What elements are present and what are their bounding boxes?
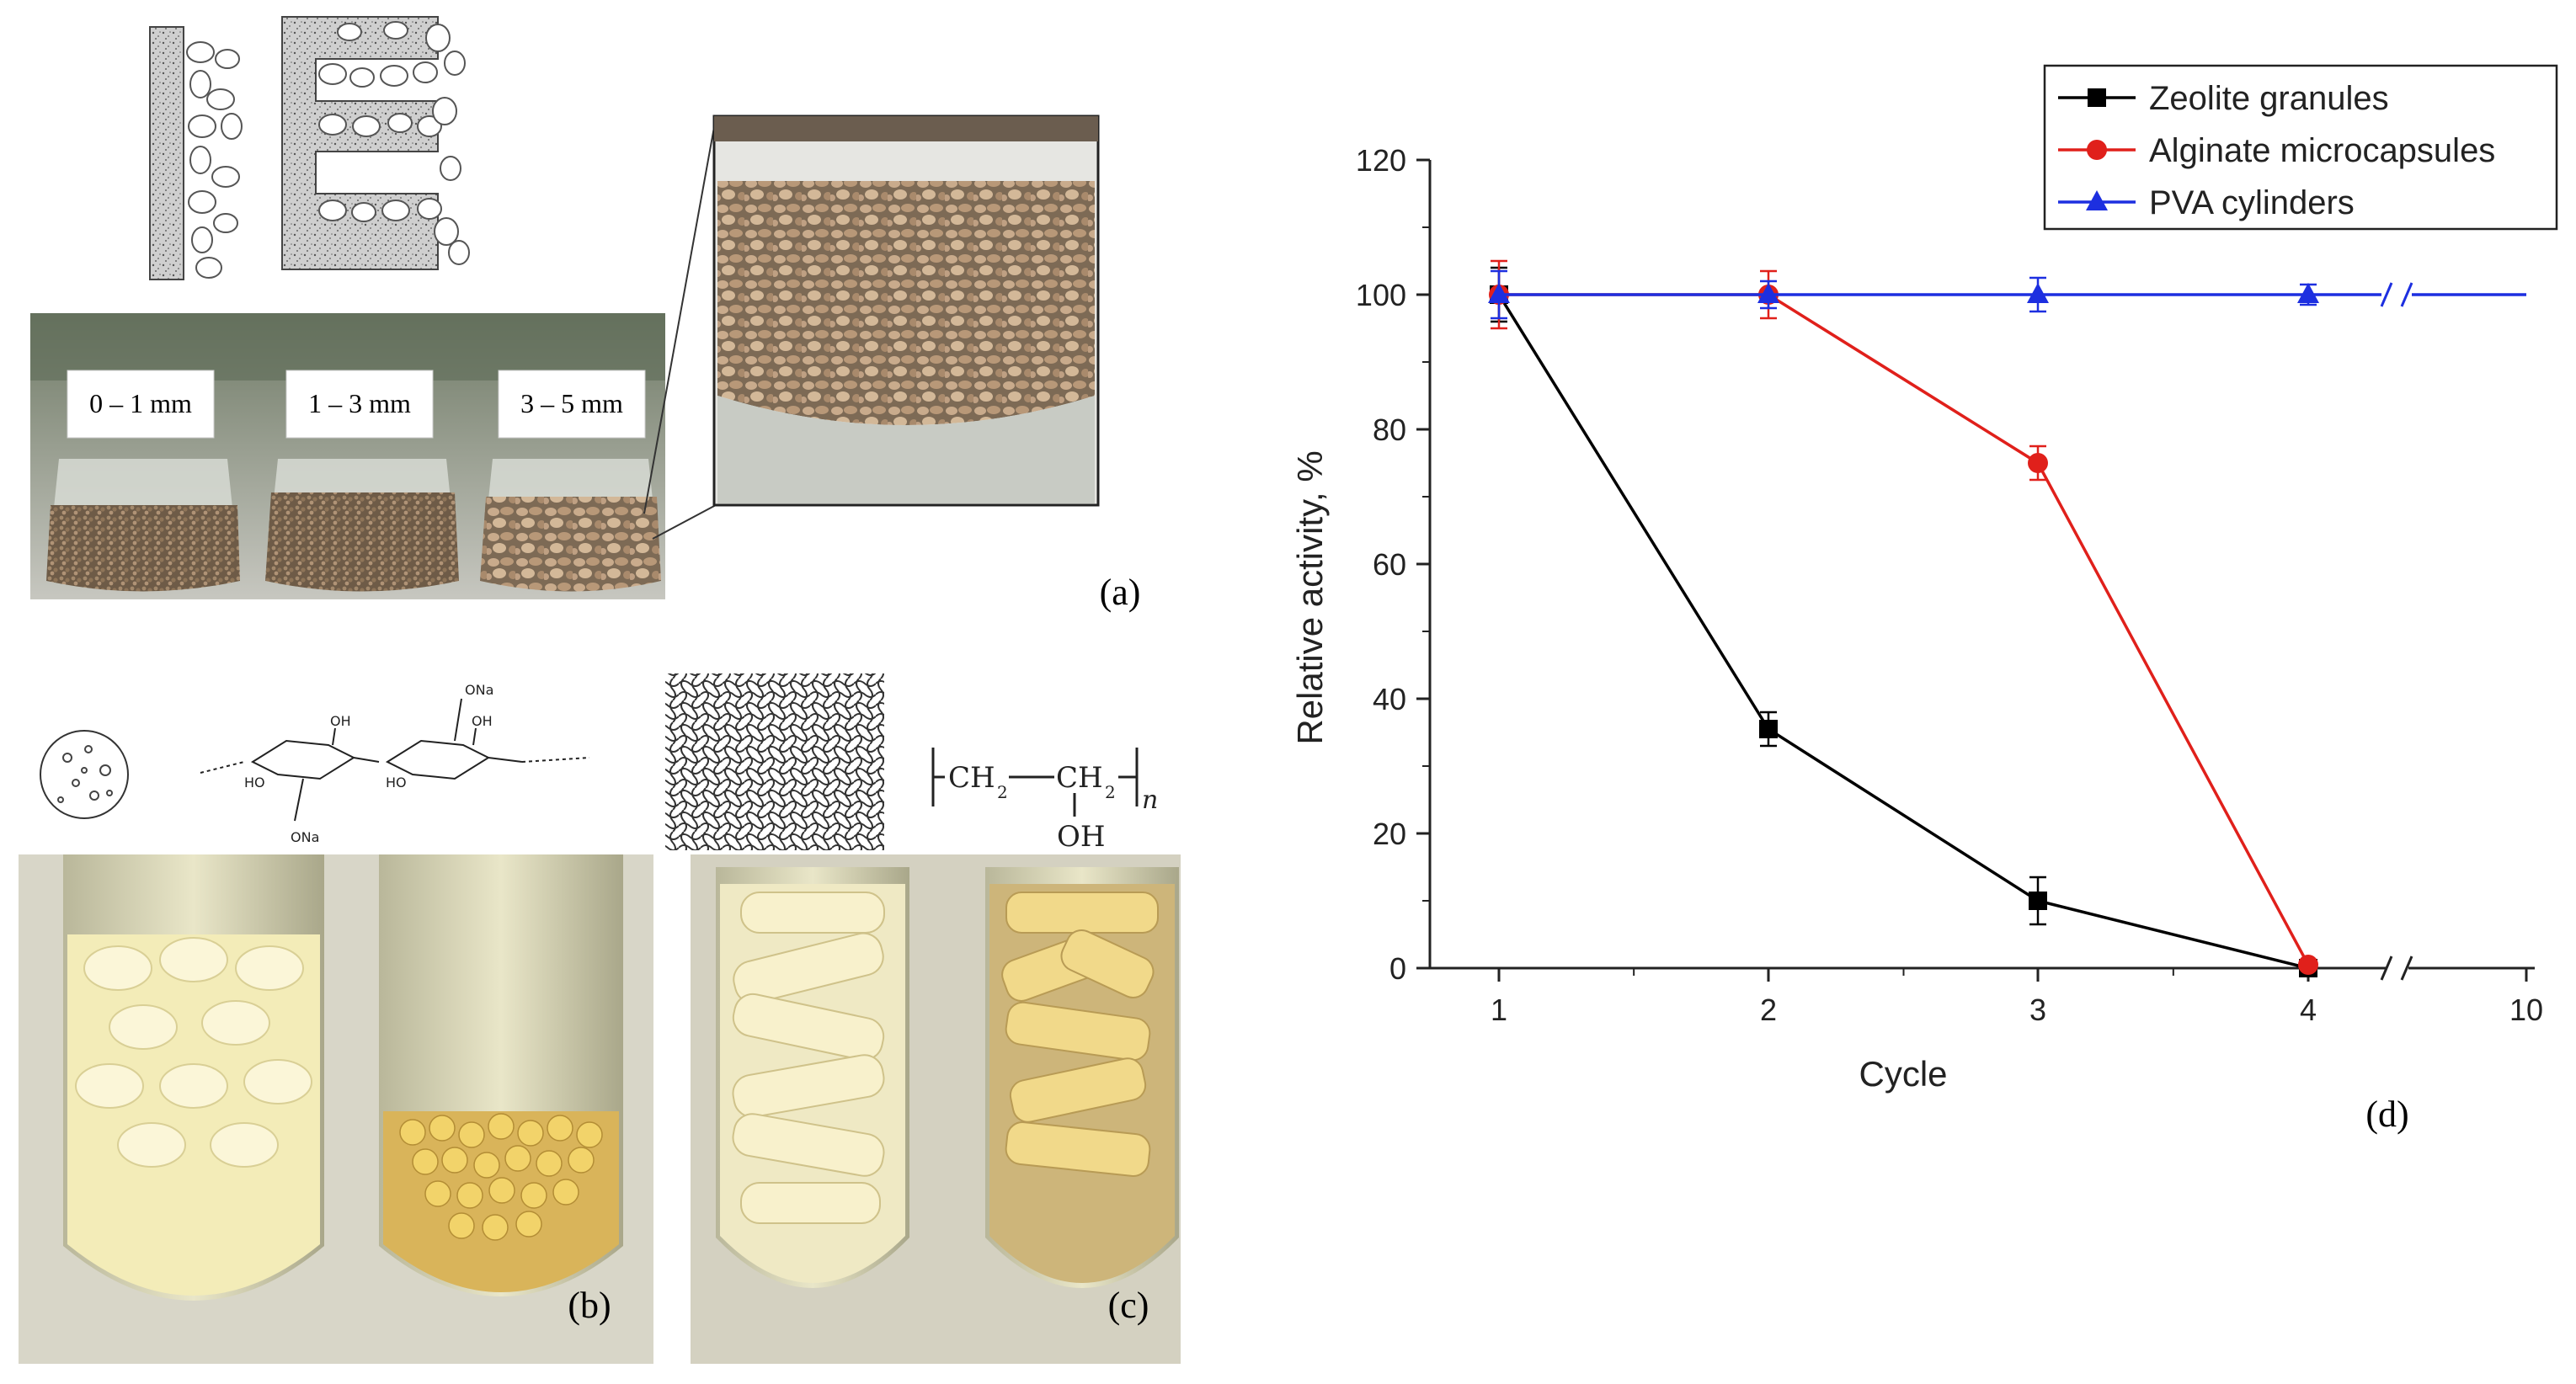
alginate-tubes-photo [19,854,653,1364]
pva-structure: CH 2 CH 2 n OH [931,748,1158,854]
pva-ch-1: CH [948,761,995,795]
panel-d-chart: 0 20 40 60 80 100 120 1 2 3 4 10 Zeolite granules Al… [1290,64,2558,1094]
data-point-circle [2087,140,2107,160]
data-point-square [2029,892,2047,910]
alginate-structure [200,698,590,822]
chart-legend: Zeolite granules Alginate microcapsules PV… [2043,64,2558,231]
size-label-1: 0 – 1 mm [89,388,192,418]
legend-entry: Alginate microcapsules [2149,132,2495,169]
chart-axes: 0 20 40 60 80 100 120 1 2 3 4 10 [1356,143,2543,1027]
chart-series [1488,259,2526,977]
pva-n: n [1142,785,1158,815]
legend-entry: Zeolite granules [2149,80,2389,117]
series-break-mark [2380,282,2393,307]
alginate-label-ho-1: HO [244,775,265,790]
flasks-photo: 0 – 1 mm 1 – 3 mm 3 – 5 mm [30,313,665,599]
x-tick-label: 3 [2029,993,2046,1027]
y-tick-label: 20 [1373,817,1406,851]
pva-sub-2: 2 [1105,782,1116,802]
series-break-mark [2400,282,2413,307]
microcapsule-schematic [40,730,129,819]
y-tick-label: 0 [1389,951,1406,986]
data-point-circle [2298,955,2318,975]
panel-label-a: (a) [1100,572,1141,613]
pva-hydrogel-schematic [665,673,884,850]
carrier-schematic [149,16,470,280]
data-point-square [1759,720,1778,738]
granules-closeup-photo [712,114,1100,507]
pva-sub-1: 2 [997,782,1008,802]
panel-a: 0 – 1 mm 1 – 3 mm 3 – 5 mm (a) [30,16,1141,613]
data-point-triangle [2086,190,2108,210]
alginate-label-ona-top: ONa [465,682,493,698]
x-tick-label: 1 [1491,993,1507,1027]
alginate-label-ho-2: HO [386,775,407,790]
series-pva-cylinders [1488,269,2526,320]
y-tick-label: 40 [1373,682,1406,716]
panel-label-c: (c) [1108,1285,1149,1326]
y-tick-label: 120 [1356,143,1406,178]
y-axis-label: Relative activity, % [1290,450,1330,744]
size-label-3: 3 – 5 mm [520,388,623,418]
series-line [1497,294,2309,970]
panel-label-d: (d) [2365,1094,2408,1135]
x-axis-break-mark [2400,955,2413,981]
data-point-triangle [1757,283,1779,303]
alginate-label-oh-1: OH [330,713,351,729]
x-tick-label: 4 [2300,993,2317,1027]
data-point-triangle [1488,283,1510,303]
pva-tubes-photo [691,854,1181,1364]
data-point-square [2088,88,2106,107]
panel-c: CH 2 CH 2 n OH [665,673,1181,1364]
x-axis-break-mark [2380,955,2393,981]
alginate-label-oh-2: OH [472,713,493,729]
series-alginate-microcapsules [1489,259,2318,975]
x-tick-label: 2 [1760,993,1777,1027]
y-tick-label: 80 [1373,413,1406,447]
size-label-2: 1 – 3 mm [308,388,411,418]
panel-b: ONa ONa OH OH HO HO [19,682,653,1364]
pva-oh: OH [1057,820,1106,854]
y-tick-label: 60 [1373,547,1406,582]
x-tick-label: 10 [2509,993,2543,1027]
data-point-triangle [2027,283,2049,303]
panel-label-b: (b) [568,1285,611,1326]
data-point-circle [2028,453,2048,473]
data-point-triangle [2297,283,2319,303]
alginate-label-ona-bottom: ONa [291,829,319,845]
series-zeolite-granules [1490,266,2317,977]
legend-entry: PVA cylinders [2149,184,2355,221]
series-line [1499,293,2310,966]
pva-ch-2: CH [1056,761,1103,795]
y-tick-label: 100 [1356,278,1406,312]
x-axis-label: Cycle [1859,1054,1947,1094]
